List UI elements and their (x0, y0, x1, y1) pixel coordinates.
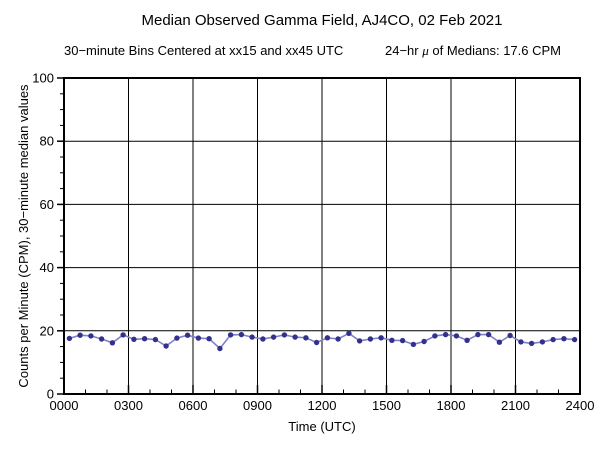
data-point (421, 338, 427, 345)
x-tick-label: 0300 (114, 398, 143, 413)
y-tick-label: 40 (40, 260, 54, 275)
x-tick-label: 1500 (372, 398, 401, 413)
data-point (249, 334, 255, 340)
data-point (518, 339, 524, 345)
data-point (281, 332, 288, 338)
data-point (163, 343, 169, 349)
data-point (539, 339, 546, 345)
y-tick-label: 20 (40, 323, 54, 338)
data-point (432, 333, 438, 339)
y-axis-title: Counts per Minute (CPM), 30−minute media… (16, 84, 31, 388)
data-point (507, 332, 513, 339)
data-point (238, 331, 245, 338)
data-point (206, 336, 212, 342)
data-point (399, 337, 406, 344)
data-point (227, 332, 234, 338)
mu-symbol: μ (421, 43, 429, 58)
y-tick-label: 0 (47, 387, 54, 402)
data-point (260, 336, 266, 342)
data-point (378, 335, 384, 341)
x-axis-title: Time (UTC) (288, 419, 355, 434)
data-point (410, 341, 417, 348)
data-point (77, 332, 83, 338)
data-point (303, 335, 309, 341)
chart-title: Median Observed Gamma Field, AJ4CO, 02 F… (141, 12, 502, 29)
data-point (313, 339, 320, 346)
plot-area: 0 20 40 60 80 100 0000 0300 0600 0900 1200 1500 1800… (32, 71, 594, 414)
data-point (528, 340, 535, 347)
data-point (453, 333, 460, 339)
subtitle-right-prefix: 24−hr (385, 43, 422, 58)
data-point (141, 336, 148, 342)
data-point (184, 332, 191, 338)
data-point (98, 336, 105, 342)
data-point (389, 337, 395, 343)
data-point (485, 331, 492, 338)
data-point (475, 331, 481, 338)
data-point (292, 334, 298, 340)
y-tick-label: 60 (40, 197, 54, 212)
plot-frame (63, 77, 581, 395)
x-tick-label: 1800 (437, 398, 466, 413)
data-point (356, 338, 363, 344)
data-point (335, 336, 341, 342)
data-point (442, 331, 449, 338)
data-point (464, 337, 470, 343)
data-point (152, 336, 159, 343)
x-tick-label: 0000 (50, 398, 79, 413)
chart-subtitle-right: 24−hr μ of Medians: 17.6 CPM (385, 43, 561, 58)
data-point (217, 345, 223, 352)
data-point (571, 336, 578, 343)
subtitle-right-suffix: of Medians: 17.6 CPM (429, 43, 561, 58)
data-point (270, 334, 277, 340)
data-point (66, 335, 73, 342)
x-tick-label: 2400 (566, 398, 595, 413)
data-point (367, 336, 374, 342)
x-tick-label: 1200 (308, 398, 337, 413)
data-point (550, 336, 556, 343)
y-tick-label: 80 (40, 134, 54, 149)
data-point (174, 335, 180, 341)
data-point (120, 332, 126, 338)
data-point (496, 339, 503, 345)
chart-subtitle-left: 30−minute Bins Centered at xx15 and xx45… (64, 43, 343, 58)
x-tick-label: 0600 (179, 398, 208, 413)
data-point (109, 340, 116, 346)
data-point (88, 333, 94, 339)
data-point (131, 336, 137, 342)
x-tick-label: 2100 (501, 398, 530, 413)
data-point (346, 330, 352, 336)
data-point (324, 335, 331, 341)
y-tick-label: 100 (32, 71, 54, 86)
data-point (195, 335, 202, 341)
data-point (561, 336, 567, 342)
x-tick-label: 0900 (243, 398, 272, 413)
